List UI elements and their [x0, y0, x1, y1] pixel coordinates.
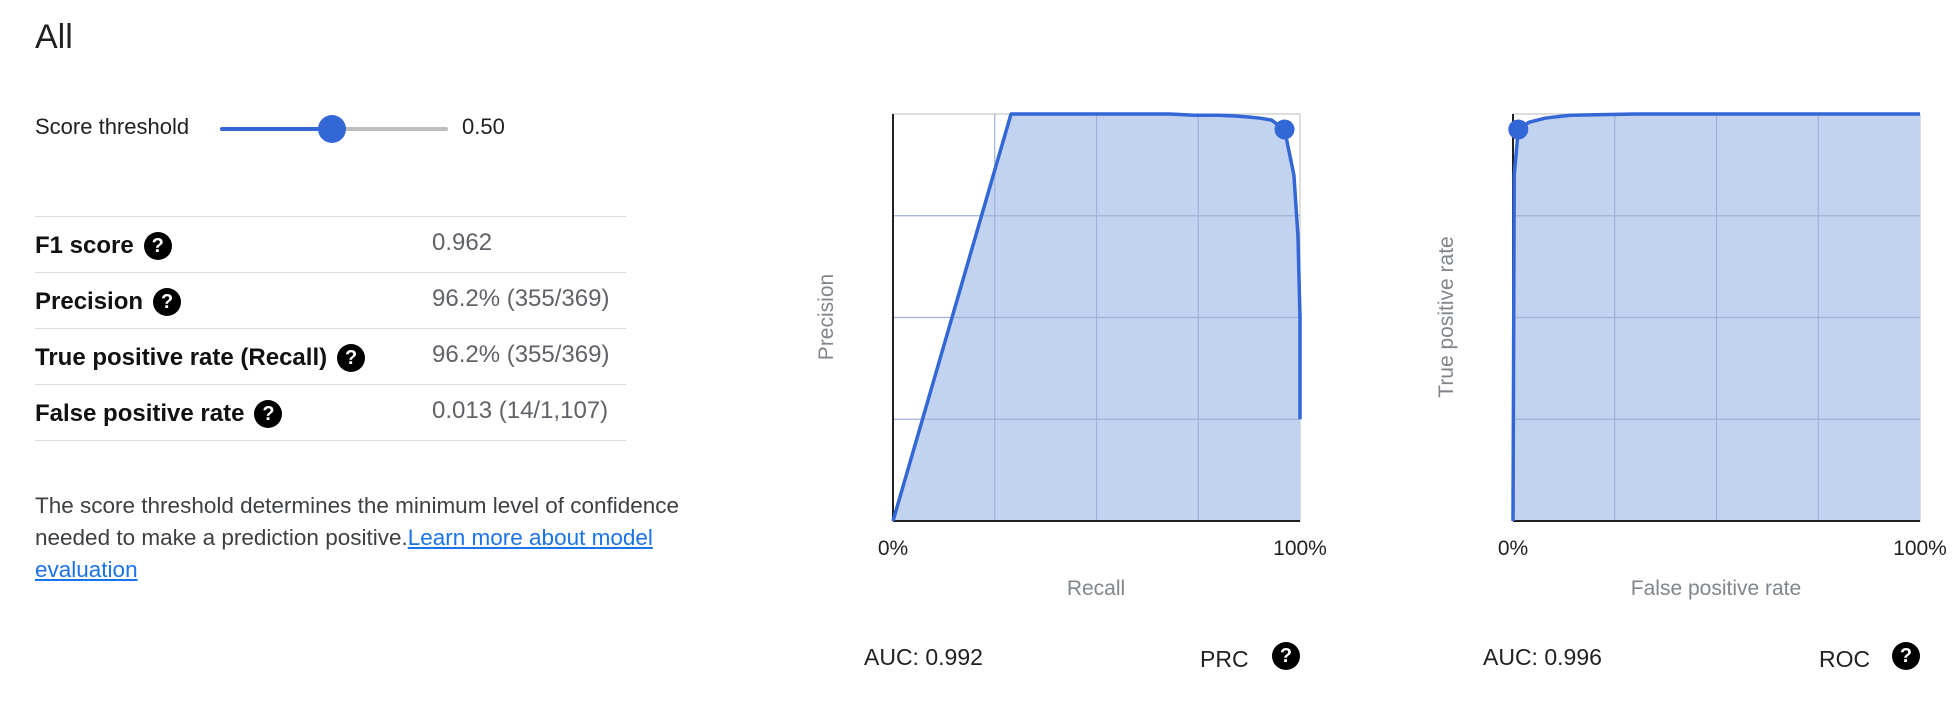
prc-label: PRC [1200, 646, 1249, 672]
help-icon[interactable]: ? [254, 400, 283, 428]
metric-value: 0.962 [432, 229, 493, 256]
learn-more-link[interactable]: Learn more about model evaluation [35, 525, 653, 582]
prc-x-axis-title: Recall [1067, 577, 1125, 600]
help-icon[interactable]: ? [153, 288, 182, 316]
score-threshold-label: Score threshold [35, 114, 190, 139]
prc-help-icon[interactable]: ? [1272, 642, 1300, 670]
prc-x-tick-label: 100% [1273, 537, 1327, 560]
metric-row-precision: Precision? 96.2% (355/369) [35, 273, 626, 329]
score-threshold-slider[interactable] [220, 112, 448, 146]
roc-x-tick-label: 100% [1893, 537, 1947, 560]
threshold-description: The score threshold determines the minim… [35, 490, 755, 586]
roc-auc: AUC: 0.996 [1483, 644, 1602, 670]
roc-y-axis-title: True positive rate [1435, 236, 1458, 397]
slider-fill [220, 127, 332, 131]
metric-row-f1: F1 score? 0.962 [35, 217, 626, 273]
prc-curve-line [891, 112, 1302, 522]
roc-help-icon[interactable]: ? [1892, 642, 1920, 670]
prc-y-axis-title: Precision [815, 274, 838, 360]
roc-x-axis-title: False positive rate [1631, 577, 1801, 600]
metric-value: 96.2% (355/369) [432, 285, 610, 312]
metric-label: Precision [35, 288, 144, 315]
roc-x-tick-label: 0% [1498, 537, 1528, 560]
metric-label: F1 score [35, 232, 134, 259]
score-threshold-value: 0.50 [462, 114, 505, 139]
description-text: The score threshold determines the minim… [35, 493, 680, 550]
roc-curve-line [1511, 112, 1920, 522]
prc-auc: AUC: 0.992 [864, 644, 983, 670]
metric-row-recall: True positive rate (Recall)? 96.2% (355/… [35, 329, 626, 385]
help-icon[interactable]: ? [337, 344, 366, 372]
page-title: All [35, 18, 73, 56]
prc-threshold-point[interactable] [1274, 119, 1295, 140]
slider-thumb[interactable] [318, 115, 346, 143]
metric-value: 96.2% (355/369) [432, 341, 610, 368]
metric-label: True positive rate (Recall) [35, 344, 328, 371]
prc-x-tick-label: 0% [878, 537, 908, 560]
metric-value: 0.013 (14/1,107) [432, 397, 609, 424]
roc-label: ROC [1819, 646, 1871, 672]
roc-threshold-point[interactable] [1508, 119, 1529, 140]
metric-label: False positive rate [35, 400, 245, 427]
metrics-table: F1 score? 0.962 Precision? 96.2% (355/36… [35, 216, 626, 441]
metric-row-fpr: False positive rate? 0.013 (14/1,107) [35, 385, 626, 441]
help-icon[interactable]: ? [143, 232, 172, 260]
